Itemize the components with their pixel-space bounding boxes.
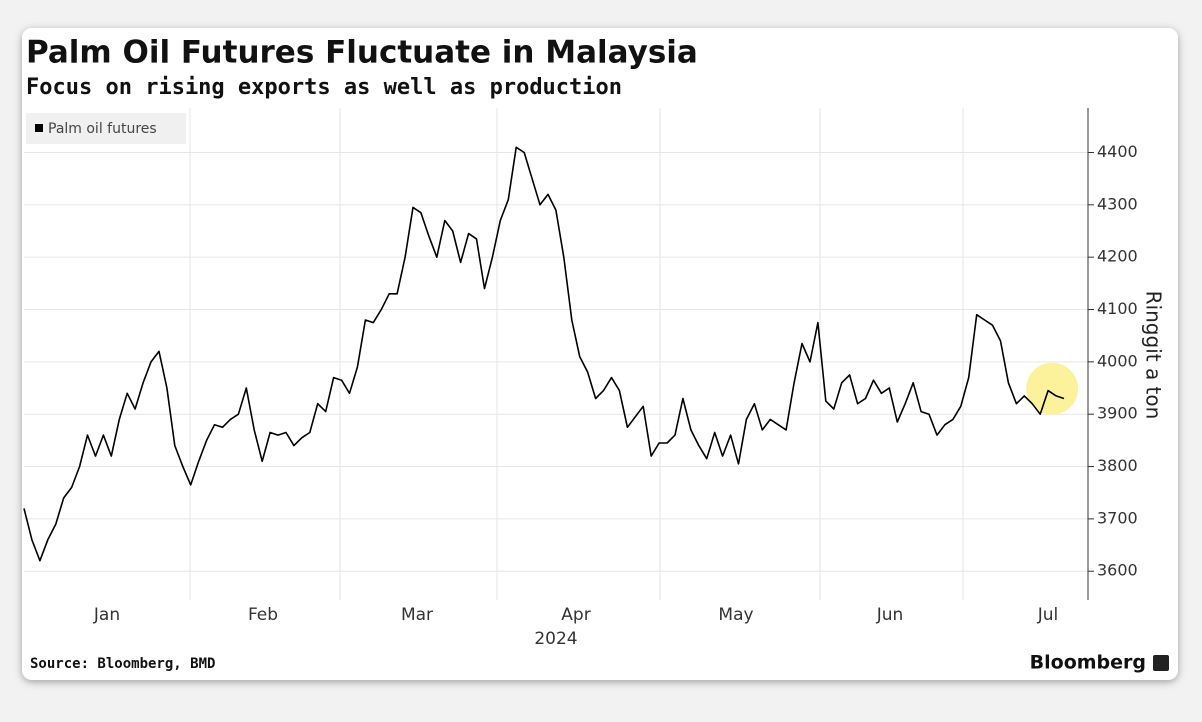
y-tick-label: 4100 xyxy=(1097,299,1138,318)
legend-box xyxy=(26,113,186,144)
brand: Bloomberg xyxy=(1030,652,1146,674)
legend-label: Palm oil futures xyxy=(48,121,157,137)
x-tick-label: Apr xyxy=(561,605,590,625)
y-tick-label: 4200 xyxy=(1097,247,1138,266)
x-tick-label: Jul xyxy=(1037,605,1059,625)
legend-swatch xyxy=(35,124,43,132)
y-tick-label: 4000 xyxy=(1097,351,1138,370)
chart-subtitle: Focus on rising exports as well as produ… xyxy=(26,75,622,100)
highlight xyxy=(1026,362,1079,415)
brand-icon xyxy=(1153,655,1169,671)
x-tick-label: Jan xyxy=(93,605,120,625)
series-line xyxy=(23,146,1065,562)
y-tick-label: 3600 xyxy=(1097,561,1138,580)
x-year-label: 2024 xyxy=(534,629,577,649)
y-axis-label: Ringgit a ton xyxy=(1142,291,1166,420)
x-tick-label: May xyxy=(718,605,753,625)
y-tick-label: 3700 xyxy=(1097,508,1138,527)
x-tick-label: Mar xyxy=(401,605,433,625)
card xyxy=(22,28,1178,680)
y-tick-label: 3900 xyxy=(1097,404,1138,423)
x-tick-label: Feb xyxy=(248,605,278,625)
source: Source: Bloomberg, BMD xyxy=(30,656,215,672)
y-tick-label: 3800 xyxy=(1097,456,1138,475)
y-tick-label: 4300 xyxy=(1097,194,1138,213)
y-tick-label: 4400 xyxy=(1097,142,1138,161)
chart-title: Palm Oil Futures Fluctuate in Malaysia xyxy=(26,35,698,71)
x-tick-label: Jun xyxy=(876,605,904,625)
